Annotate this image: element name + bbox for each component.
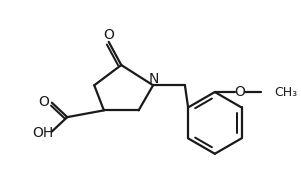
Text: O: O — [103, 28, 114, 42]
Text: O: O — [39, 95, 50, 109]
Text: O: O — [234, 85, 245, 99]
Text: CH₃: CH₃ — [275, 86, 298, 99]
Text: N: N — [149, 72, 159, 86]
Text: OH: OH — [33, 126, 54, 140]
